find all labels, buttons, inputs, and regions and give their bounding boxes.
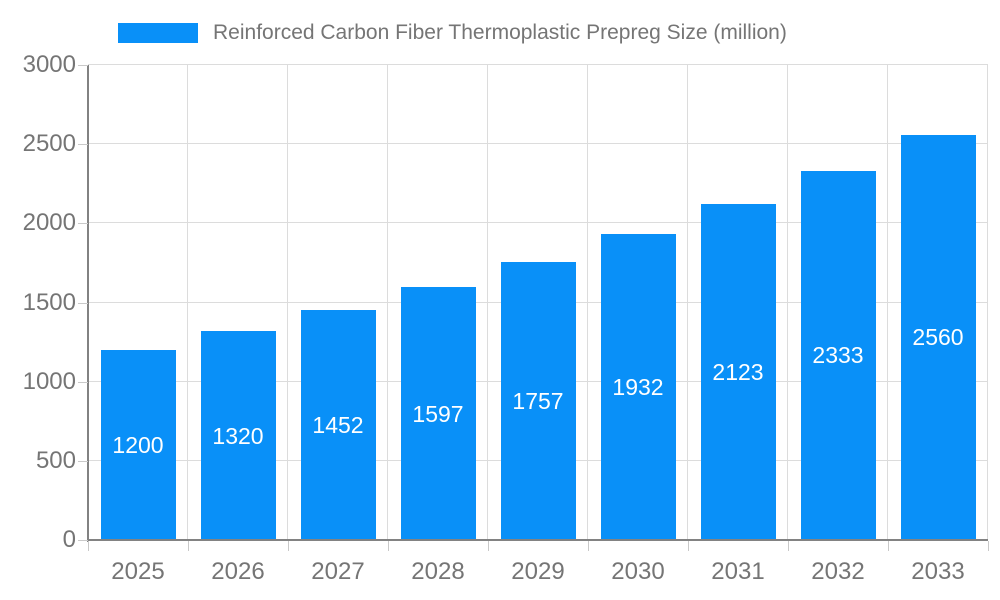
bar-value-label: 2333	[812, 342, 864, 369]
x-axis-tick	[988, 541, 989, 551]
bar-value-label: 1932	[612, 374, 664, 401]
y-axis-label: 2000	[22, 209, 76, 237]
x-axis-label: 2027	[311, 558, 365, 585]
y-axis-tick	[78, 144, 88, 146]
bar-2032[interactable]	[800, 170, 876, 540]
x-axis-tick	[88, 541, 89, 551]
bar-value-label: 1452	[312, 412, 364, 439]
x-axis-label: 2026	[211, 558, 265, 585]
gridline-vertical	[887, 65, 888, 540]
bar-2028[interactable]	[400, 287, 476, 540]
bar-value-label: 2560	[912, 324, 964, 351]
x-axis-label: 2032	[811, 558, 865, 585]
gridline-vertical	[487, 65, 488, 540]
plot-area: 1200 1320 1452 1597 1757 1932 2123 2333 2560	[88, 64, 988, 540]
bar-2027[interactable]	[300, 310, 376, 540]
y-axis-tick	[78, 65, 88, 66]
x-axis-tick	[188, 541, 189, 551]
x-axis-tick	[488, 541, 489, 551]
bar-value-label: 1200	[112, 432, 164, 458]
x-axis-tick	[388, 541, 389, 551]
y-axis-label: 500	[35, 446, 76, 474]
bar-2031[interactable]	[700, 203, 776, 540]
y-axis-tick	[78, 460, 88, 462]
bar-value-label: 1597	[412, 400, 464, 427]
gridline-vertical	[387, 65, 388, 540]
legend-item[interactable]: Reinforced Carbon Fiber Thermoplastic Pr…	[118, 19, 787, 47]
y-axis-label: 3000	[22, 51, 76, 78]
x-axis-tick	[288, 541, 289, 551]
bar-2026[interactable]	[200, 331, 276, 540]
y-axis-tick	[78, 302, 88, 304]
x-axis-label: 2025	[111, 558, 165, 585]
y-axis-label: 2500	[22, 130, 76, 158]
gridline-vertical	[187, 65, 188, 540]
bar-2030[interactable]	[600, 234, 676, 540]
x-axis-label: 2031	[711, 558, 765, 585]
bar-value-label: 1757	[512, 387, 564, 414]
gridline-vertical	[587, 65, 588, 540]
gridline-horizontal	[88, 222, 988, 224]
y-axis-label: 1500	[22, 288, 76, 316]
bar-2029[interactable]	[500, 261, 576, 540]
legend-label: Reinforced Carbon Fiber Thermoplastic Pr…	[213, 21, 787, 44]
x-axis-label: 2029	[511, 558, 565, 585]
y-axis-tick	[78, 223, 88, 225]
x-axis-tick	[588, 541, 589, 551]
gridline-horizontal	[88, 64, 988, 65]
gridline-vertical	[987, 65, 988, 540]
x-axis-tick	[788, 541, 789, 551]
x-axis-label: 2028	[411, 558, 465, 585]
gridline-vertical	[287, 65, 288, 540]
bar-2033[interactable]	[900, 134, 976, 540]
y-axis-label: 1000	[22, 367, 76, 395]
x-axis-label: 2033	[911, 558, 965, 585]
bar-value-label: 1320	[212, 422, 264, 449]
x-axis-label: 2030	[611, 558, 665, 585]
bar-value-label: 2123	[712, 358, 764, 385]
y-axis-tick	[78, 381, 88, 383]
legend-color-swatch	[118, 23, 198, 43]
bar-2025[interactable]	[100, 350, 176, 540]
gridline-vertical	[687, 65, 688, 540]
gridline-horizontal	[88, 143, 988, 145]
x-axis-line	[87, 539, 988, 541]
y-axis-line	[87, 65, 89, 542]
x-axis-tick	[688, 541, 689, 551]
gridline-vertical	[787, 65, 788, 540]
y-axis-tick	[78, 540, 88, 541]
x-axis-tick	[888, 541, 889, 551]
y-axis-label: 0	[62, 526, 76, 553]
